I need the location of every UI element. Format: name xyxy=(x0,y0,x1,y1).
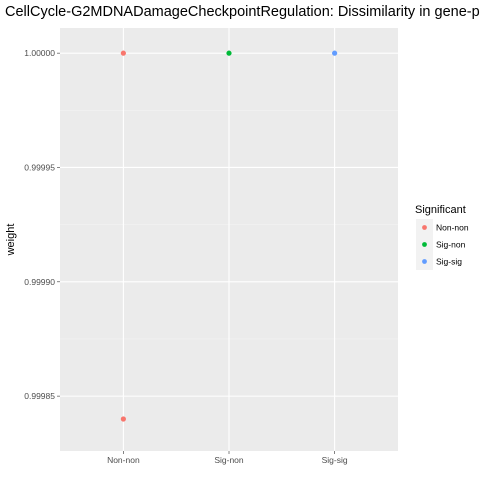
legend-title: Significant xyxy=(415,204,466,216)
legend-label: Non-non xyxy=(436,223,469,233)
data-point xyxy=(120,50,126,56)
y-tick-label: 1.00000 xyxy=(24,48,55,58)
data-point xyxy=(120,416,126,422)
legend-swatch xyxy=(422,242,427,247)
data-point xyxy=(332,50,338,56)
legend: Significant Non-non Sig-non Sig-sig xyxy=(415,204,469,270)
y-tick-label: 0.99985 xyxy=(24,391,55,401)
x-tick-label: Non-non xyxy=(107,455,140,465)
y-tick-label: 0.99990 xyxy=(24,277,55,287)
grid-major xyxy=(60,28,398,451)
legend-label: Sig-non xyxy=(436,240,466,250)
chart-title: CellCycle-G2MDNADamageCheckpointRegulati… xyxy=(5,4,480,20)
x-tick-label: Sig-sig xyxy=(322,455,348,465)
data-points xyxy=(120,50,338,422)
legend-swatch xyxy=(422,259,427,264)
legend-label: Sig-sig xyxy=(436,257,462,267)
legend-swatch xyxy=(422,225,427,230)
x-tick-label: Sig-non xyxy=(214,455,244,465)
y-tick-label: 0.99995 xyxy=(24,162,55,172)
x-axis-ticks: Non-non Sig-non Sig-sig xyxy=(107,451,348,465)
y-axis-ticks: 0.99985 0.99990 0.99995 1.00000 xyxy=(24,48,60,401)
data-point xyxy=(226,50,232,56)
y-axis-title: weight xyxy=(5,224,17,257)
